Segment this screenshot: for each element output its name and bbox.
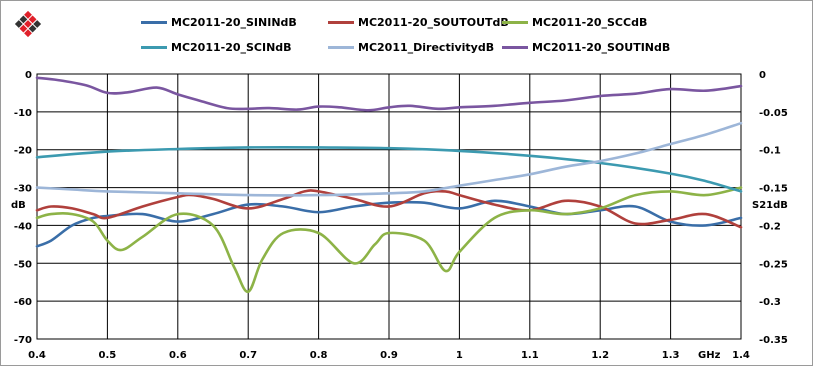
legend-swatch	[141, 20, 167, 24]
legend-swatch	[328, 45, 354, 49]
x-tick-label: 1.1	[521, 350, 539, 361]
series-line	[35, 76, 743, 112]
x-axis-label: GHz	[698, 350, 721, 361]
y-tick-label: -50	[14, 259, 32, 270]
series-line	[35, 121, 743, 197]
legend-label: MC2011-20_SOUTINdB	[532, 41, 671, 54]
legend-swatch	[502, 45, 528, 49]
logo-diamond	[24, 20, 32, 28]
x-tick-label: 0.7	[239, 350, 257, 361]
legend-item: MC2011-20_SININdB	[141, 16, 297, 30]
x-tick-label: 0.8	[310, 350, 328, 361]
y2-tick-label: -0.25	[759, 259, 788, 270]
y-tick-label: -70	[14, 335, 32, 346]
y-tick-label: -40	[14, 221, 32, 232]
y2-tick-label: -0.1	[759, 146, 781, 157]
y-tick-label: -20	[14, 146, 32, 157]
legend-label: MC2011_DirectivitydB	[358, 41, 495, 54]
x-tick-label: 0.4	[28, 350, 46, 361]
y2-tick-label: -0.15	[759, 184, 788, 195]
series-line	[35, 145, 743, 193]
gridlines	[36, 73, 742, 340]
plot-border	[36, 73, 742, 340]
y-tick-label: 0	[25, 70, 32, 81]
y2-tick-label: -0.3	[759, 297, 781, 308]
y-axis-label: dB	[11, 200, 26, 211]
legend-swatch	[502, 20, 528, 24]
y2-tick-label: -0.05	[759, 108, 788, 119]
logo-diamond	[33, 20, 42, 28]
legend-item: MC2011-20_SOUTINdB	[502, 41, 670, 55]
x-tick-label: 0.9	[380, 350, 398, 361]
diamond-grid-logo-icon	[14, 10, 42, 38]
legend-item: MC2011-20_SOUTOUTdB	[328, 16, 509, 30]
y2-tick-label: 0	[759, 70, 766, 81]
y2-axis-label: S21dB	[752, 200, 788, 211]
legend-swatch	[141, 45, 167, 49]
x-tick-label: 0.5	[99, 350, 117, 361]
series-line	[35, 199, 743, 248]
legend-label: MC2011-20_SININdB	[171, 16, 297, 29]
logo-diamond	[19, 24, 28, 33]
legend-item: MC2011-20_SCINdB	[141, 41, 292, 55]
logo-diamond	[24, 10, 32, 19]
legend-label: MC2011-20_SCCdB	[532, 16, 648, 29]
y-tick-label: -10	[14, 108, 32, 119]
x-tick-label: 1.4	[732, 350, 750, 361]
x-tick-label: 1	[456, 350, 463, 361]
x-tick-label: 0.6	[169, 350, 187, 361]
logo-diamond	[24, 29, 32, 38]
legend-label: MC2011-20_SCINdB	[171, 41, 292, 54]
y2-tick-label: -0.2	[759, 221, 781, 232]
y2-tick-label: -0.35	[759, 335, 788, 346]
logo-diamond	[28, 24, 37, 33]
logo-diamond	[19, 15, 28, 24]
x-tick-label: 1.3	[662, 350, 680, 361]
legend-item: MC2011_DirectivitydB	[328, 41, 494, 55]
y-tick-label: -60	[14, 297, 32, 308]
y-tick-label: -30	[14, 184, 32, 195]
legend-swatch	[328, 20, 354, 24]
series-line	[35, 186, 743, 293]
x-tick-label: 1.2	[591, 350, 609, 361]
logo-diamond	[14, 20, 23, 28]
legend-item: MC2011-20_SCCdB	[502, 16, 647, 30]
logo-diamond	[28, 15, 37, 24]
legend-label: MC2011-20_SOUTOUTdB	[358, 16, 509, 29]
